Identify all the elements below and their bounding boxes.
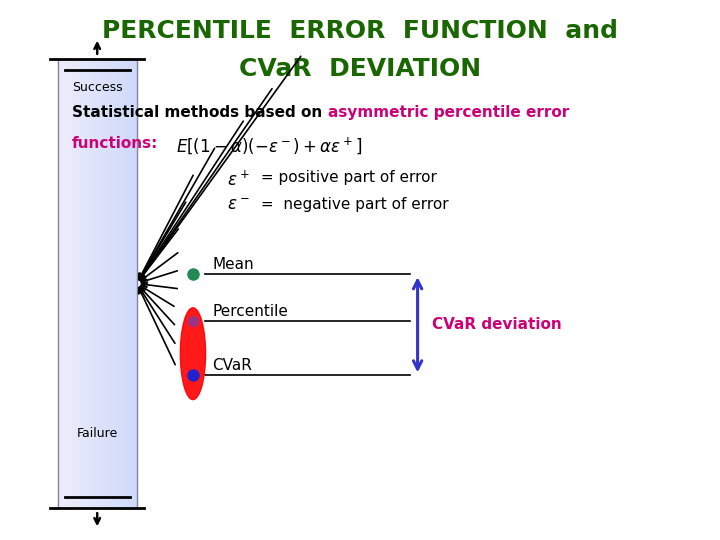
Text: Success: Success — [72, 81, 122, 94]
Bar — [133, 59, 135, 508]
Bar — [117, 59, 119, 508]
Bar — [69, 59, 71, 508]
Bar — [71, 59, 73, 508]
Bar — [78, 59, 79, 508]
Bar — [125, 59, 127, 508]
Bar — [79, 59, 81, 508]
Bar — [66, 59, 68, 508]
Bar — [113, 59, 115, 508]
Bar — [111, 59, 113, 508]
Bar — [68, 59, 69, 508]
Bar — [123, 59, 125, 508]
Text: $\varepsilon^-$: $\varepsilon^-$ — [227, 197, 249, 214]
Bar — [95, 59, 97, 508]
Bar — [119, 59, 121, 508]
Bar — [99, 59, 101, 508]
Text: PERCENTILE  ERROR  FUNCTION  and: PERCENTILE ERROR FUNCTION and — [102, 19, 618, 43]
Text: asymmetric percentile error: asymmetric percentile error — [328, 105, 569, 120]
Bar — [60, 59, 62, 508]
Bar — [109, 59, 111, 508]
Bar — [94, 59, 95, 508]
Bar — [85, 59, 87, 508]
Text: Failure: Failure — [76, 427, 118, 440]
Bar — [62, 59, 63, 508]
Bar — [105, 59, 107, 508]
Bar — [101, 59, 103, 508]
Bar — [97, 59, 99, 508]
Text: = positive part of error: = positive part of error — [256, 170, 436, 185]
Text: Statistical methods based on: Statistical methods based on — [72, 105, 328, 120]
Bar — [87, 59, 89, 508]
Text: $\varepsilon^+$: $\varepsilon^+$ — [227, 170, 249, 190]
Text: functions:: functions: — [72, 136, 158, 151]
Text: $E[(1-\alpha)(-\varepsilon^-)+\alpha\varepsilon^+]$: $E[(1-\alpha)(-\varepsilon^-)+\alpha\var… — [176, 135, 363, 156]
Ellipse shape — [181, 308, 206, 400]
Bar — [76, 59, 78, 508]
Bar — [129, 59, 131, 508]
Bar — [81, 59, 84, 508]
Bar — [89, 59, 91, 508]
Bar — [131, 59, 133, 508]
Text: Mean: Mean — [212, 256, 254, 272]
Bar — [107, 59, 109, 508]
Bar — [103, 59, 105, 508]
Text: CVaR: CVaR — [212, 357, 252, 373]
Bar — [84, 59, 85, 508]
Text: CVaR deviation: CVaR deviation — [432, 318, 562, 332]
Text: Percentile: Percentile — [212, 303, 288, 319]
Bar — [127, 59, 129, 508]
Bar — [115, 59, 117, 508]
Bar — [58, 59, 60, 508]
Bar — [73, 59, 76, 508]
Text: =  negative part of error: = negative part of error — [256, 197, 449, 212]
Bar — [121, 59, 123, 508]
Text: CVaR  DEVIATION: CVaR DEVIATION — [239, 57, 481, 80]
Bar — [135, 59, 137, 508]
Bar — [63, 59, 66, 508]
Bar — [91, 59, 94, 508]
